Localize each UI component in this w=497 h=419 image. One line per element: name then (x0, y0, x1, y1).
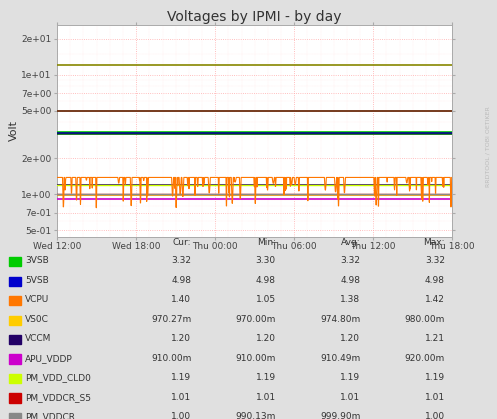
Text: 1.00: 1.00 (425, 412, 445, 419)
Text: 3.30: 3.30 (256, 256, 276, 265)
Text: 1.20: 1.20 (256, 334, 276, 343)
Text: 970.27m: 970.27m (151, 315, 191, 324)
Text: 990.13m: 990.13m (236, 412, 276, 419)
Text: 5VSB: 5VSB (25, 276, 49, 285)
Text: 1.05: 1.05 (256, 295, 276, 304)
Y-axis label: Volt: Volt (8, 120, 18, 142)
Text: 920.00m: 920.00m (405, 354, 445, 363)
Text: APU_VDDP: APU_VDDP (25, 354, 73, 363)
Text: 910.00m: 910.00m (151, 354, 191, 363)
Text: Min:: Min: (257, 238, 276, 247)
Text: 1.01: 1.01 (425, 393, 445, 402)
Text: 1.19: 1.19 (340, 373, 360, 382)
Text: 3.32: 3.32 (425, 256, 445, 265)
Text: RRDTOOL / TOBI OETIKER: RRDTOOL / TOBI OETIKER (486, 106, 491, 187)
Text: 1.20: 1.20 (171, 334, 191, 343)
Text: 4.98: 4.98 (340, 276, 360, 285)
Text: 1.21: 1.21 (425, 334, 445, 343)
Text: 1.19: 1.19 (425, 373, 445, 382)
Text: 1.19: 1.19 (171, 373, 191, 382)
Text: 4.98: 4.98 (425, 276, 445, 285)
Text: Max:: Max: (423, 238, 445, 247)
Text: 1.01: 1.01 (340, 393, 360, 402)
Text: 4.98: 4.98 (256, 276, 276, 285)
Text: 1.40: 1.40 (171, 295, 191, 304)
Text: 910.00m: 910.00m (236, 354, 276, 363)
Text: PM_VDDCR_S5: PM_VDDCR_S5 (25, 393, 91, 402)
Text: 1.38: 1.38 (340, 295, 360, 304)
Text: 1.01: 1.01 (256, 393, 276, 402)
Text: 4.98: 4.98 (171, 276, 191, 285)
Text: 1.19: 1.19 (256, 373, 276, 382)
Text: 974.80m: 974.80m (320, 315, 360, 324)
Text: 1.01: 1.01 (171, 393, 191, 402)
Text: 980.00m: 980.00m (405, 315, 445, 324)
Text: VCPU: VCPU (25, 295, 50, 304)
Text: Avg:: Avg: (341, 238, 360, 247)
Title: Voltages by IPMI - by day: Voltages by IPMI - by day (167, 10, 342, 24)
Text: 910.49m: 910.49m (320, 354, 360, 363)
Text: 3.32: 3.32 (340, 256, 360, 265)
Text: VS0C: VS0C (25, 315, 49, 324)
Text: PM_VDD_CLD0: PM_VDD_CLD0 (25, 373, 91, 382)
Text: 1.00: 1.00 (171, 412, 191, 419)
Text: VCCM: VCCM (25, 334, 52, 343)
Text: 1.20: 1.20 (340, 334, 360, 343)
Text: Cur:: Cur: (173, 238, 191, 247)
Text: 1.42: 1.42 (425, 295, 445, 304)
Text: 3.32: 3.32 (171, 256, 191, 265)
Text: PM_VDDCR: PM_VDDCR (25, 412, 76, 419)
Text: 970.00m: 970.00m (236, 315, 276, 324)
Text: 999.90m: 999.90m (320, 412, 360, 419)
Text: 3VSB: 3VSB (25, 256, 49, 265)
